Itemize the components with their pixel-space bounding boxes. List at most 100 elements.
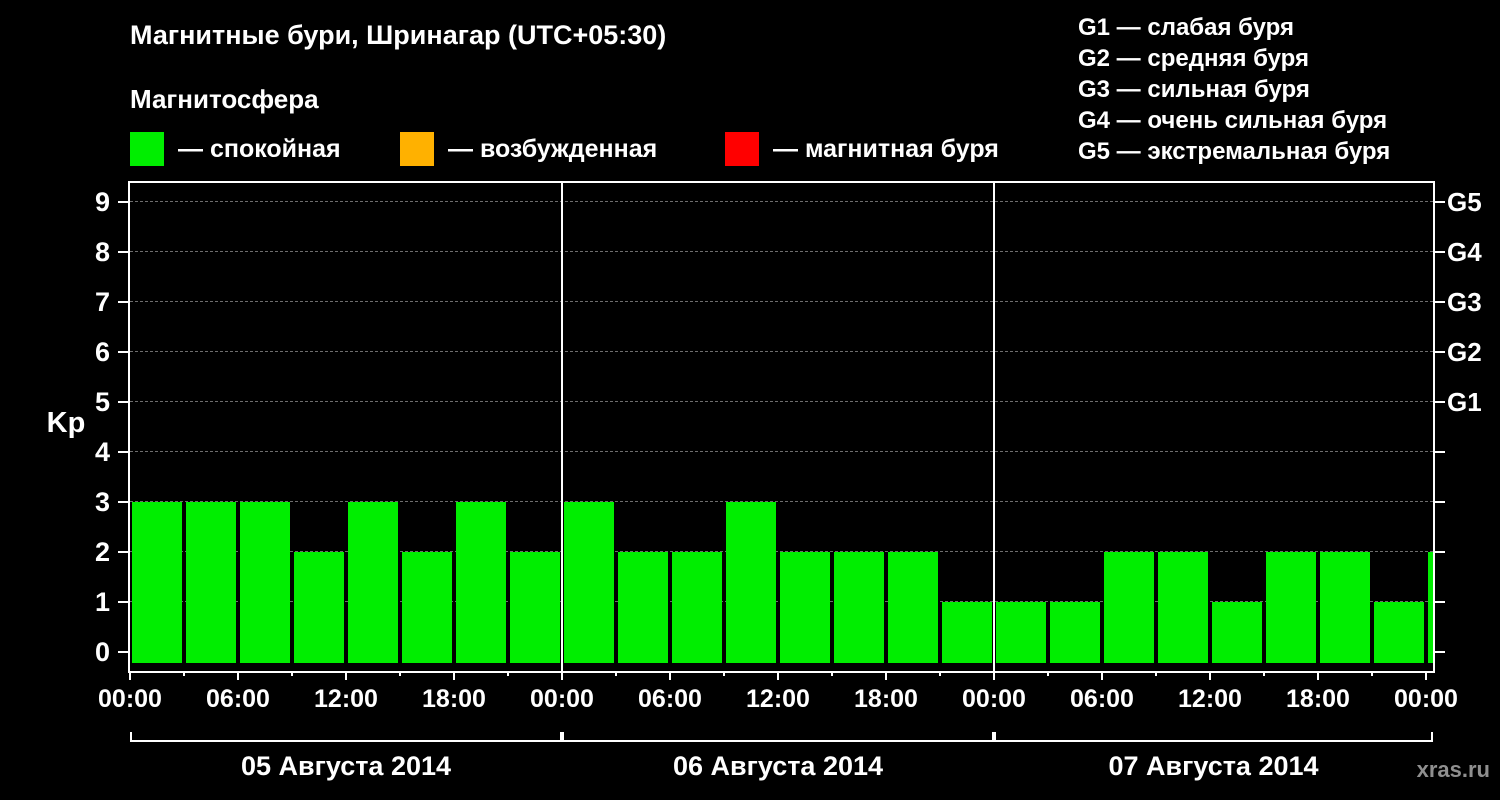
- x-tick-label: 00:00: [98, 685, 162, 713]
- x-axis-tick: [183, 671, 185, 676]
- x-axis-tick: [1209, 671, 1211, 680]
- kp-bar: [1428, 552, 1433, 663]
- x-axis-tick: [723, 671, 725, 676]
- y-tick-label: 5: [94, 387, 110, 417]
- y-tick-label: 8: [94, 237, 110, 267]
- x-tick-label: 06:00: [1070, 685, 1134, 713]
- day-separator: [993, 183, 995, 671]
- y-tick-label: 2: [94, 537, 110, 567]
- gridline: [130, 351, 1433, 352]
- date-bracket-tick: [1431, 732, 1433, 741]
- y-tick-label: 3: [94, 487, 110, 517]
- x-axis-tick: [1317, 671, 1319, 680]
- y-axis-tick: [118, 601, 130, 603]
- legend-color-swatch: [400, 132, 434, 166]
- y-tick-label: 6: [94, 337, 110, 367]
- kp-bar: [132, 502, 182, 663]
- right-axis-tick: [1433, 251, 1445, 253]
- kp-bar: [726, 502, 776, 663]
- x-tick-label: 12:00: [1178, 685, 1242, 713]
- gridline: [130, 501, 1433, 502]
- y-axis-label: Kp: [46, 407, 86, 439]
- kp-bar: [996, 602, 1046, 663]
- x-axis-tick: [615, 671, 617, 676]
- magnetosphere-legend: — спокойная — возбужденная — магнитная бур…: [0, 131, 1500, 171]
- x-tick-label: 18:00: [854, 685, 918, 713]
- storm-scale-item: G2 — средняя буря: [1078, 45, 1309, 72]
- y-axis-tick: [118, 551, 130, 553]
- date-bracket: [130, 740, 562, 742]
- x-axis-tick: [777, 671, 779, 680]
- kp-bar: [564, 502, 614, 663]
- date-bracket: [994, 740, 1433, 742]
- legend-item: — возбужденная: [400, 131, 657, 167]
- x-axis-tick: [1425, 671, 1427, 680]
- date-bracket-tick: [130, 732, 132, 741]
- kp-bar: [1320, 552, 1370, 663]
- x-axis-tick: [1047, 671, 1049, 676]
- kp-bar: [402, 552, 452, 663]
- kp-bar: [618, 552, 668, 663]
- legend-color-swatch: [725, 132, 759, 166]
- right-axis-tick: [1433, 201, 1445, 203]
- g-scale-label: G5: [1447, 187, 1482, 217]
- kp-bar: [510, 552, 560, 663]
- kp-bar: [1266, 552, 1316, 663]
- legend-label: — возбужденная: [448, 134, 658, 163]
- x-axis-tick: [453, 671, 455, 680]
- right-axis-tick: [1433, 301, 1445, 303]
- storm-scale-legend: G1 — слабая буря G2 — средняя буря G3 — си…: [1078, 12, 1390, 167]
- x-axis-tick: [291, 671, 293, 676]
- storm-scale-item: G5 — экстремальная буря: [1078, 138, 1391, 165]
- x-tick-label: 06:00: [638, 685, 702, 713]
- kp-bar: [294, 552, 344, 663]
- date-bracket-tick: [562, 732, 564, 741]
- y-axis-tick: [118, 351, 130, 353]
- x-tick-label: 18:00: [422, 685, 486, 713]
- y-axis-tick: [118, 501, 130, 503]
- right-axis-tick: [1433, 551, 1445, 553]
- x-axis-tick: [669, 671, 671, 680]
- y-axis-tick: [118, 251, 130, 253]
- storm-scale-item: G3 — сильная буря: [1078, 76, 1310, 103]
- y-axis-tick: [118, 301, 130, 303]
- kp-bar: [1104, 552, 1154, 663]
- right-axis-tick: [1433, 351, 1445, 353]
- kp-bar: [780, 552, 830, 663]
- x-tick-label: 00:00: [962, 685, 1026, 713]
- x-tick-label: 06:00: [206, 685, 270, 713]
- y-tick-label: 4: [94, 437, 110, 467]
- gridline: [130, 451, 1433, 452]
- kp-bar: [1050, 602, 1100, 663]
- gridline: [130, 251, 1433, 252]
- kp-bar: [348, 502, 398, 663]
- y-axis-tick: [118, 651, 130, 653]
- x-axis-tick: [1155, 671, 1157, 676]
- watermark: xras.ru: [1416, 757, 1490, 782]
- right-axis-tick: [1433, 601, 1445, 603]
- storm-scale-item: G1 — слабая буря: [1078, 14, 1295, 41]
- storm-scale-item: G4 — очень сильная буря: [1078, 107, 1388, 134]
- kp-bar: [672, 552, 722, 663]
- y-axis-tick: [118, 451, 130, 453]
- x-tick-label: 12:00: [314, 685, 378, 713]
- day-separator: [561, 183, 563, 671]
- y-tick-label: 7: [94, 287, 110, 317]
- y-tick-label: 9: [94, 187, 110, 217]
- x-axis-tick: [885, 671, 887, 680]
- x-axis-tick: [831, 671, 833, 676]
- right-axis-tick: [1433, 451, 1445, 453]
- kp-bar: [1158, 552, 1208, 663]
- y-tick-label: 1: [94, 587, 110, 617]
- x-axis-tick: [993, 671, 995, 680]
- x-axis-tick: [129, 671, 131, 680]
- x-axis-tick: [507, 671, 509, 676]
- legend-color-swatch: [130, 132, 164, 166]
- legend-heading: Магнитосфера: [130, 84, 319, 114]
- date-bracket: [562, 740, 994, 742]
- x-axis-tick: [1263, 671, 1265, 676]
- g-scale-label: G1: [1447, 387, 1482, 417]
- x-axis-tick: [345, 671, 347, 680]
- right-axis-tick: [1433, 501, 1445, 503]
